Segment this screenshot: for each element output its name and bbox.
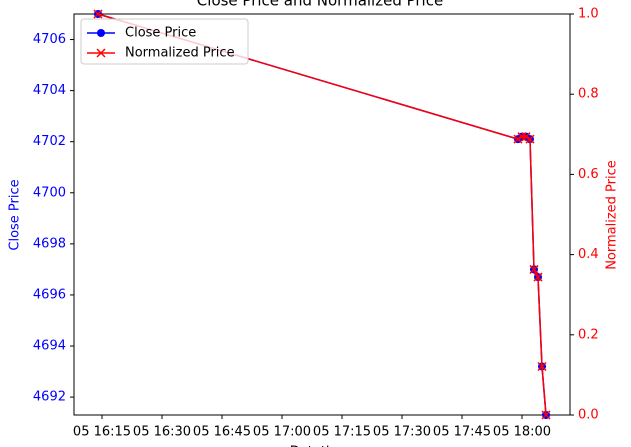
- legend-label: Close Price: [125, 26, 196, 41]
- point-stroke: [93, 9, 103, 19]
- point-stroke: [537, 361, 547, 372]
- y2-tick-label: 0.2: [578, 327, 599, 342]
- point-stroke: [521, 132, 531, 142]
- point-stroke: [529, 264, 539, 274]
- legend-marker: [96, 48, 106, 58]
- y-tick-label: 4704: [33, 83, 66, 98]
- y-tick-label: 4692: [33, 390, 66, 405]
- y2-tick-label: 0.8: [578, 87, 599, 102]
- y-tick-label: 4702: [33, 134, 66, 149]
- series-line: [97, 13, 547, 416]
- x-tick-label: 05 17:00: [253, 425, 311, 440]
- y-tick-label: 4694: [33, 339, 66, 354]
- legend-box: [80, 18, 249, 65]
- x-tick-label: 05 17:45: [433, 425, 491, 440]
- y2-axis-label: Normalized Price: [605, 160, 620, 270]
- point: [537, 361, 547, 372]
- x-tick-label: 05 16:15: [73, 425, 131, 440]
- y-tick-label: 4698: [33, 236, 66, 251]
- point: [525, 134, 535, 144]
- y2-tick-label: 0.6: [578, 167, 599, 182]
- chart-title: Close Price and Normalized Price: [197, 0, 443, 10]
- y-tick-label: 4706: [33, 32, 66, 47]
- point-stroke: [517, 132, 527, 142]
- point: [529, 264, 539, 274]
- point: [517, 132, 527, 142]
- x-tick-label: 05 16:30: [133, 425, 191, 440]
- x-tick-label: 05 16:45: [193, 425, 251, 440]
- point: [533, 272, 543, 282]
- legend-label: Normalized Price: [125, 46, 235, 61]
- point: [541, 410, 551, 420]
- point-stroke: [533, 272, 543, 282]
- point-stroke: [513, 134, 523, 144]
- point-stroke: [525, 134, 535, 144]
- point-stroke: [541, 410, 551, 420]
- legend-marker: [97, 29, 105, 37]
- y2-tick-label: 0.4: [578, 247, 599, 262]
- x-tick-label: 05 18:00: [493, 425, 551, 440]
- x-tick-label: 05 17:15: [313, 425, 371, 440]
- y-tick-label: 4700: [33, 185, 66, 200]
- x-axis-label: Datetime: [290, 445, 350, 447]
- y-tick-label: 4696: [33, 287, 66, 302]
- y2-tick-label: 0.0: [578, 408, 599, 423]
- y2-tick-label: 1.0: [578, 7, 599, 22]
- point: [93, 9, 103, 19]
- y-axis-label: Close Price: [8, 179, 23, 250]
- plot-frame: [73, 13, 571, 416]
- point: [521, 132, 531, 142]
- x-tick-label: 05 17:30: [373, 425, 431, 440]
- series-line: [97, 13, 547, 416]
- point: [513, 134, 523, 144]
